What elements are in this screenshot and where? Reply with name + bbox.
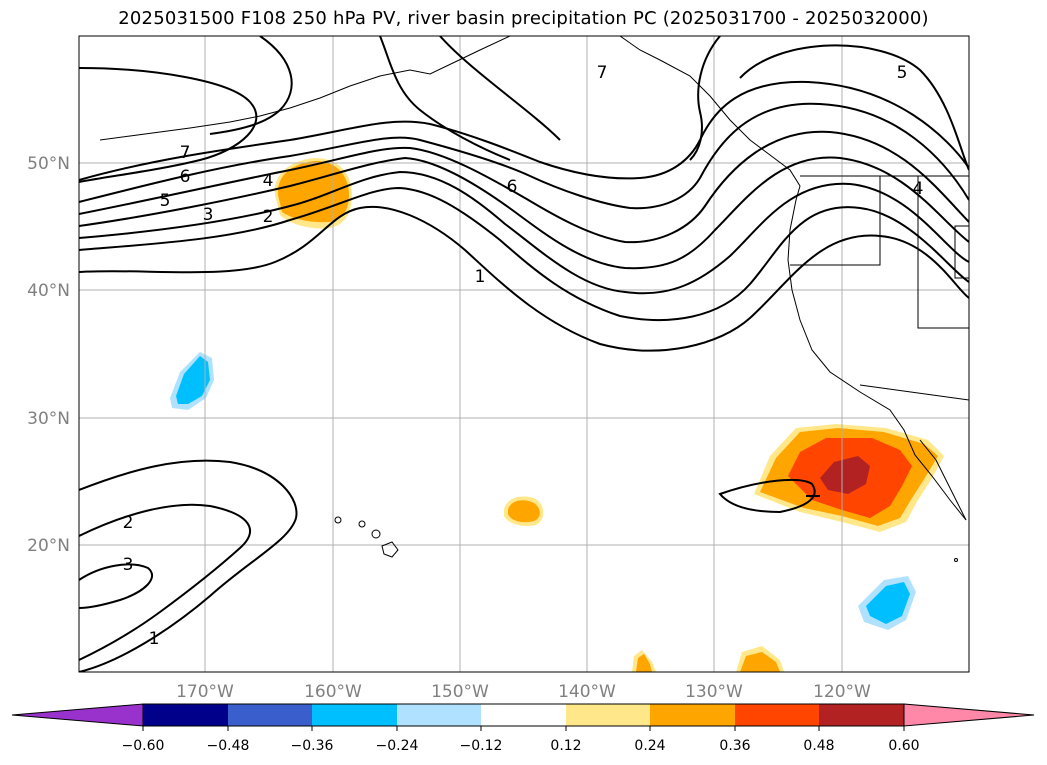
colorbar-tick-label: 0.24 xyxy=(634,738,665,754)
map-frame-background xyxy=(79,36,969,672)
map-gridlines xyxy=(79,36,969,672)
colorbar-tick-label: −0.36 xyxy=(291,738,334,754)
latitude-tick-labels: 50°N 40°N 30°N 20°N xyxy=(27,154,70,556)
map-title: 2025031500 F108 250 hPa PV, river basin … xyxy=(118,8,929,29)
colorbar-segment xyxy=(143,704,228,726)
pv-label: 4 xyxy=(263,171,274,191)
precip-anomaly-shading xyxy=(170,158,944,672)
lon-tick-label: 120°W xyxy=(813,682,871,702)
pv-label: 6 xyxy=(180,167,191,187)
pv-label: 6 xyxy=(507,177,518,197)
colorbar-segment xyxy=(735,704,819,726)
colorbar-outline xyxy=(142,703,905,727)
lon-tick-label: 170°W xyxy=(176,682,234,702)
pv-label: 5 xyxy=(897,63,908,83)
pv-label: 2 xyxy=(263,207,274,227)
pv-contours xyxy=(79,36,969,672)
pv-label: 7 xyxy=(180,143,191,163)
colorbar-segment xyxy=(312,704,397,726)
colorbar-segment xyxy=(566,704,650,726)
lon-tick-label: 160°W xyxy=(304,682,362,702)
colorbar-tick-label: 0.48 xyxy=(803,738,834,754)
pv-label: 1 xyxy=(475,267,486,287)
lat-tick-label: 40°N xyxy=(27,281,70,301)
pv-contour-labels: 7 6 5 4 3 2 1 6 7 5 4 2 3 1 xyxy=(123,63,924,649)
lon-tick-label: 150°W xyxy=(431,682,489,702)
colorbar-segment xyxy=(819,704,904,726)
pv-label: 7 xyxy=(597,63,608,83)
colorbar-tick-label: 0.12 xyxy=(550,738,581,754)
colorbar-segment xyxy=(228,704,312,726)
colorbar-segment xyxy=(650,704,735,726)
map-frame xyxy=(78,35,970,673)
pv-label: 3 xyxy=(203,205,214,225)
lat-tick-label: 30°N xyxy=(27,409,70,429)
pv-label: 3 xyxy=(123,555,134,575)
colorbar-tick-label: −0.24 xyxy=(376,738,419,754)
lon-tick-label: 130°W xyxy=(685,682,743,702)
colorbar-tick-label: 0.36 xyxy=(719,738,750,754)
colorbar-extend-left xyxy=(11,703,144,727)
colorbar-extend-right xyxy=(903,703,1035,727)
pv-label: 1 xyxy=(149,629,160,649)
colorbar-segment xyxy=(397,704,481,726)
lat-tick-label: 50°N xyxy=(27,154,70,174)
colorbar-tick-label: −0.48 xyxy=(207,738,250,754)
longitude-tick-labels: 170°W 160°W 150°W 140°W 130°W 120°W xyxy=(176,682,871,702)
lon-tick-label: 140°W xyxy=(558,682,616,702)
colorbar-tick-label: −0.60 xyxy=(122,738,165,754)
colorbar-tick-label: −0.12 xyxy=(460,738,503,754)
pv-label: 5 xyxy=(160,191,171,211)
colorbar-segment xyxy=(481,704,566,726)
lat-tick-label: 20°N xyxy=(27,536,70,556)
coastlines xyxy=(99,36,969,562)
colorbar: −0.60 −0.48 −0.36 −0.24 −0.12 0.12 0.24 … xyxy=(11,703,1035,754)
pv-label: 2 xyxy=(123,513,134,533)
colorbar-tick-label: 0.60 xyxy=(888,738,919,754)
pv-label: 4 xyxy=(913,179,924,199)
